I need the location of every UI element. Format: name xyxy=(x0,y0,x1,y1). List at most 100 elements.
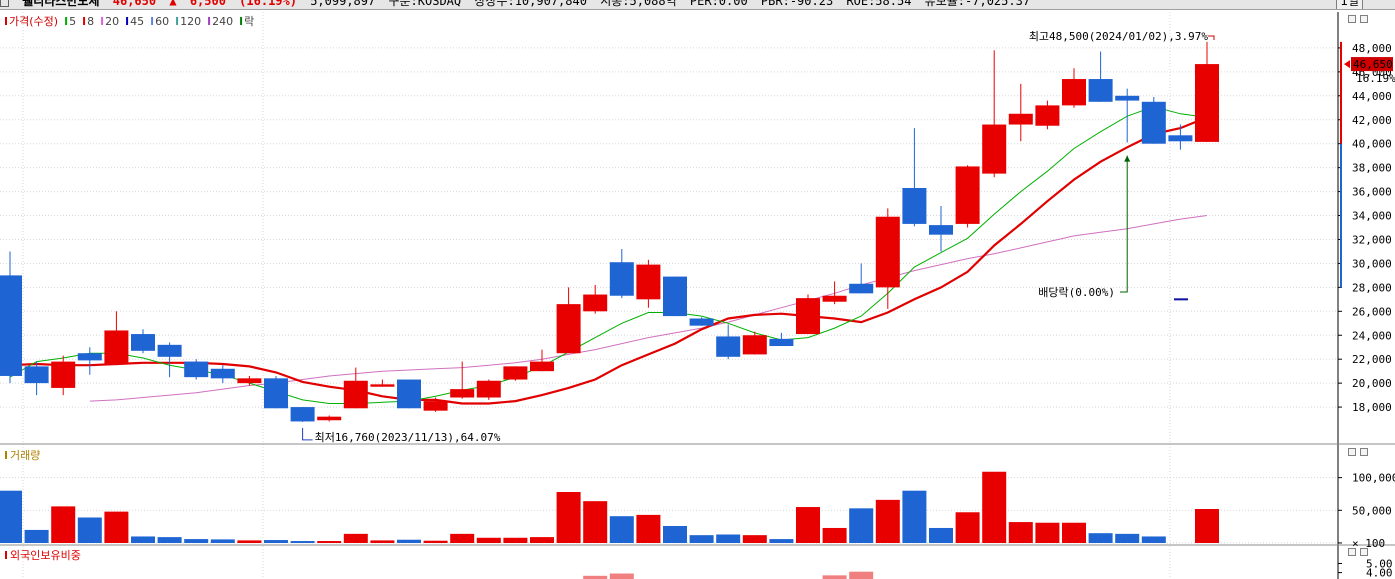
price-change-pct: (16.19%) xyxy=(239,0,297,8)
price-axis-label: 34,000 xyxy=(1352,210,1392,223)
high-annotation-arrow xyxy=(1208,35,1215,40)
volume-bar xyxy=(184,539,209,543)
volume-bar xyxy=(929,527,953,543)
legend-line-marker-icon xyxy=(126,17,129,25)
candle-body xyxy=(849,283,874,294)
period-selector[interactable]: 1일 xyxy=(1336,0,1363,9)
foreign-ownership-bar xyxy=(849,571,874,579)
change-arrow-icon: ▲ xyxy=(169,0,177,8)
dividend-annotation-line xyxy=(1120,155,1128,293)
market-type: 구분:KOSDAQ xyxy=(388,0,462,8)
market-cap: 시총:5,088억 xyxy=(600,0,677,8)
candle-body xyxy=(397,379,421,409)
candle-body xyxy=(184,361,209,378)
candle-body xyxy=(370,384,395,387)
candle-body xyxy=(1195,64,1219,142)
price-axis-label: 32,000 xyxy=(1352,233,1392,246)
legend-item-label: 20 xyxy=(105,15,119,28)
price-tag-pointer-icon xyxy=(1344,60,1350,69)
volume-bar xyxy=(343,533,368,543)
per-value: PER:0.00 xyxy=(689,0,748,8)
foreign-legend-marker-icon xyxy=(5,551,7,559)
volume-bar xyxy=(237,540,262,543)
price-axis-label: 22,000 xyxy=(1352,353,1392,366)
foreign-pane-maximize-icon[interactable] xyxy=(1360,548,1368,556)
volume-bar xyxy=(955,512,980,543)
volume-bar xyxy=(51,506,76,543)
volume-axis-label: 50,000 xyxy=(1352,504,1392,517)
candle-body xyxy=(343,380,368,409)
volume-bar xyxy=(982,471,1007,543)
candle-body xyxy=(663,276,687,317)
volume-bar xyxy=(716,534,741,543)
roe-value: ROE:58.54 xyxy=(846,0,912,8)
volume-pane-maximize-icon[interactable] xyxy=(1360,448,1368,456)
volume-bar xyxy=(689,535,714,543)
volume-bar xyxy=(397,539,421,543)
candle-body xyxy=(609,262,634,296)
volume-bar xyxy=(77,517,102,543)
volume-axis-label: × 100 xyxy=(1352,537,1385,550)
candle-body xyxy=(902,187,927,224)
pane-maximize-icon[interactable] xyxy=(1360,15,1368,23)
candle-body xyxy=(157,344,182,357)
price-axis-label: 20,000 xyxy=(1352,377,1392,390)
candle-body xyxy=(583,294,608,312)
volume-bar xyxy=(1062,522,1086,543)
price-tag-label: 46,650 xyxy=(1353,58,1393,71)
window-menu-icon[interactable] xyxy=(0,0,9,7)
volume-value: 5,099,897 xyxy=(310,0,376,8)
legend-line-marker-icon xyxy=(83,17,86,25)
candle-body xyxy=(556,304,581,354)
pane-minimize-icon[interactable] xyxy=(1348,15,1356,23)
candle-body xyxy=(1035,105,1060,126)
volume-bar xyxy=(1088,533,1113,543)
volume-bar xyxy=(849,508,874,543)
volume-bar xyxy=(423,540,448,543)
volume-bar xyxy=(796,507,820,543)
volume-bar xyxy=(450,533,475,543)
candle-body xyxy=(317,416,342,421)
volume-bar xyxy=(503,537,528,543)
foreign-axis-label: 5.00 xyxy=(1366,557,1393,570)
low-annotation-arrow xyxy=(302,427,313,441)
volume-bar xyxy=(1195,509,1219,543)
dividend-annotation: 배당락(0.00%) xyxy=(1038,286,1115,299)
stock-name[interactable]: 휄리타스반도체 xyxy=(22,0,100,8)
legend-line-marker-icon xyxy=(240,17,243,25)
price-tag-box xyxy=(1351,57,1393,72)
legend-line-marker-icon xyxy=(208,17,211,25)
volume-bar xyxy=(104,511,129,543)
volume-bar xyxy=(1141,536,1166,543)
candle-body xyxy=(264,378,288,409)
candle-body xyxy=(689,318,714,326)
dividend-arrow-icon xyxy=(1124,155,1131,162)
volume-bar xyxy=(131,536,155,543)
legend-item-label: 240 xyxy=(212,15,233,28)
candle-body xyxy=(1008,113,1033,125)
legend-item-label: 45 xyxy=(130,15,144,28)
legend-item-label: 60 xyxy=(155,15,169,28)
foreign-pane-minimize-icon[interactable] xyxy=(1348,548,1356,556)
legend-item-label: 5 xyxy=(69,15,76,28)
candle-body xyxy=(77,353,102,361)
ma5-line xyxy=(9,106,1208,404)
price-axis-label: 42,000 xyxy=(1352,114,1392,127)
volume-bar xyxy=(663,526,687,543)
price-change: 6,500 xyxy=(189,0,226,8)
candle-body xyxy=(929,225,953,235)
legend-line-marker-icon xyxy=(65,17,68,25)
candle-body xyxy=(237,378,262,384)
volume-bar xyxy=(530,537,554,543)
volume-bar xyxy=(875,499,900,543)
foreign-ownership-bar xyxy=(822,575,847,579)
candle-body xyxy=(1062,79,1086,106)
volume-pane-minimize-icon[interactable] xyxy=(1348,448,1356,456)
price-axis-label: 18,000 xyxy=(1352,401,1392,414)
candle-body xyxy=(875,216,900,288)
candle-body xyxy=(0,275,22,376)
volume-legend-marker-icon xyxy=(5,451,7,459)
candle-body xyxy=(290,407,315,422)
